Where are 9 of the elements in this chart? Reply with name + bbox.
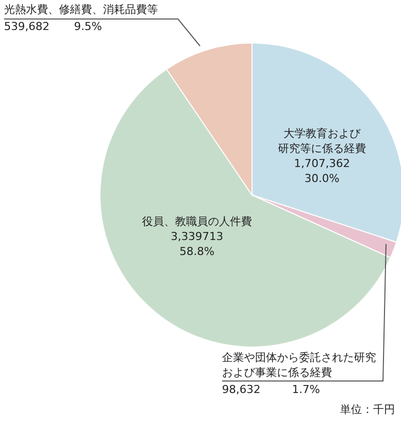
text: 単位：千円 bbox=[340, 403, 395, 416]
slice-label: 役員、教職員の人件費 bbox=[142, 215, 252, 228]
data-label: 1,707,362 30.0% bbox=[294, 157, 350, 185]
text: 539,682 9.5% bbox=[4, 20, 102, 33]
slice-label: 大学教育および研究等に係る経費 bbox=[278, 127, 366, 155]
text: 98,632 1.7% bbox=[222, 383, 320, 396]
slice-label: 企業や団体から委託された研究および事業に係る経費 bbox=[222, 351, 376, 379]
data-label: 3,339713 58.8% bbox=[170, 230, 224, 258]
slice-label: 光熱水費、修繕費、消耗品費等 bbox=[4, 3, 158, 16]
